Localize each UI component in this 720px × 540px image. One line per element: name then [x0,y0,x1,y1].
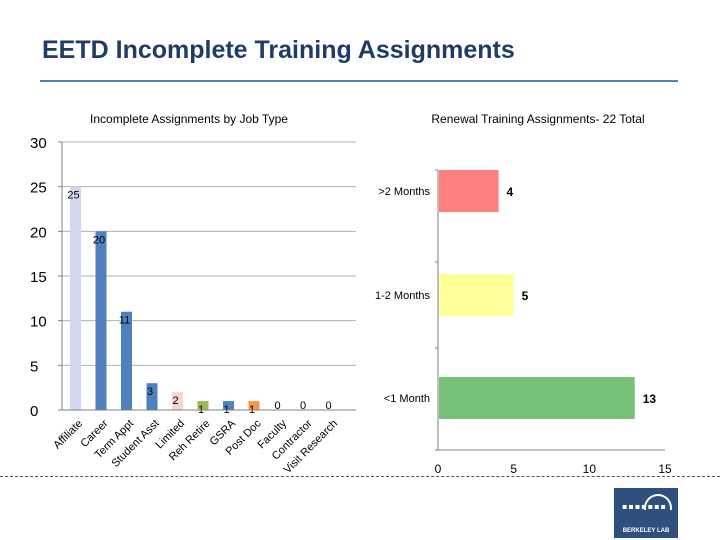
data-label: 4 [507,185,514,199]
x-tick-label: 10 [583,462,597,476]
title-rule [40,80,678,82]
data-label: 0 [300,400,306,412]
logo-dots-icon: ▪▪▪▪▪▪▪ [622,502,667,511]
y-tick-label: 25 [30,180,47,197]
bar [121,311,132,410]
data-label: 25 [67,190,79,202]
data-label: 3 [147,386,153,398]
data-label: 20 [93,234,105,246]
y-tick-label: 20 [30,224,47,241]
berkeley-lab-logo: ▪▪▪▪▪▪▪ BERKELEY LAB [614,488,678,538]
bar [439,170,499,212]
y-tick-label: <1 Month [384,393,430,405]
x-tick-label: 5 [510,462,517,476]
bar [223,401,234,410]
chart-title: Renewal Training Assignments- 22 Total [431,112,644,126]
data-label: 13 [643,392,657,406]
bar [70,186,81,410]
y-tick-label: >2 Months [378,186,430,198]
chart-title: Incomplete Assignments by Job Type [90,112,288,126]
bar [95,231,107,410]
y-tick-label: 30 [30,135,47,152]
x-tick-label: 0 [435,462,442,476]
data-label: 0 [325,400,331,412]
logo-arc-icon [644,494,672,510]
data-label: 0 [274,400,280,412]
y-tick-label: 10 [30,314,47,331]
y-tick-label: 0 [30,403,38,420]
data-label: 11 [119,315,130,327]
y-tick-label: 15 [30,269,47,286]
bar [248,401,260,410]
footer-divider [0,476,720,477]
slide-title: EETD Incomplete Training Assignments [42,36,515,64]
bar [146,383,158,410]
x-tick-label: 15 [658,462,672,476]
data-label: 2 [172,395,178,407]
bar [439,377,635,419]
data-label: 5 [522,289,529,303]
y-tick-label: 1-2 Months [375,290,431,302]
bar [439,274,514,316]
bar [197,401,209,410]
y-tick-label: 5 [30,358,38,375]
logo-text: BERKELEY LAB [622,528,670,534]
bar [172,392,183,410]
